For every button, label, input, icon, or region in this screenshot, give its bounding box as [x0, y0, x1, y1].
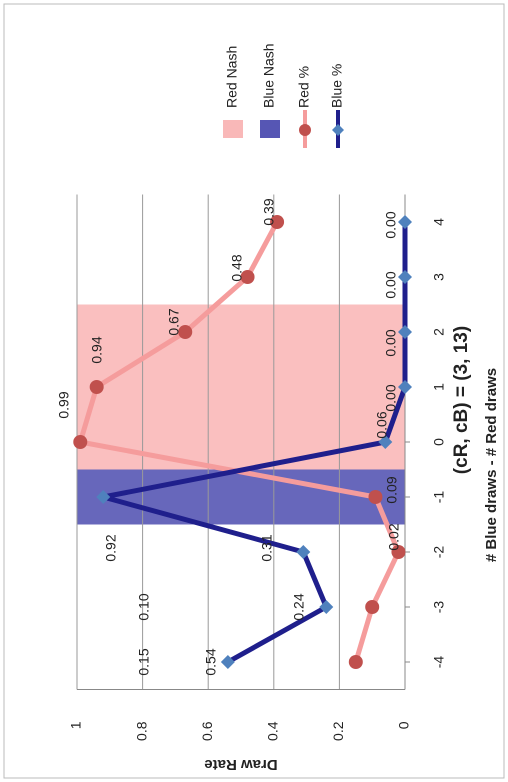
chart-body: (cR, cB) = (3, 13) # Blue draws - # Red … — [56, 43, 500, 773]
value-label: 0.00 — [383, 271, 399, 298]
y-tick-label: 0.8 — [133, 721, 149, 741]
nash-band — [77, 304, 405, 360]
legend-label: Blue % — [329, 64, 345, 108]
point-marker — [391, 545, 406, 559]
point-marker — [378, 435, 393, 449]
point-marker — [368, 490, 383, 504]
value-label: 0.15 — [136, 648, 152, 675]
point-marker — [296, 545, 311, 559]
y-tick-label: 0 — [396, 721, 412, 729]
point-marker — [398, 215, 412, 229]
value-label: 0.00 — [383, 384, 399, 411]
x-tick-label: -3 — [431, 601, 447, 614]
legend-marker — [299, 124, 311, 136]
value-label: 0.24 — [291, 593, 307, 620]
value-label: 0.09 — [384, 476, 400, 503]
point-marker — [398, 380, 412, 394]
point-marker — [89, 380, 104, 394]
x-tick-label: 1 — [431, 383, 447, 391]
value-label: 0.48 — [229, 254, 245, 281]
legend-label: Blue Nash — [261, 43, 277, 108]
value-label: 0.99 — [56, 391, 72, 418]
x-tick-label: -2 — [431, 546, 447, 559]
nash-band — [77, 414, 405, 470]
point-marker — [220, 655, 235, 669]
legend-swatch — [260, 120, 280, 138]
x-tick-label: 2 — [431, 328, 447, 336]
y-axis-title: Draw Rate — [204, 756, 277, 773]
value-label: 0.39 — [261, 198, 277, 225]
value-label: 0.31 — [259, 534, 275, 561]
y-tick-label: 0.2 — [330, 721, 346, 741]
nash-band — [77, 469, 405, 525]
value-label: 0.00 — [383, 211, 399, 238]
x-tick-label: 0 — [431, 438, 447, 446]
point-marker — [240, 270, 255, 284]
point-marker — [270, 215, 285, 229]
point-marker — [178, 325, 193, 339]
point-marker — [73, 435, 88, 449]
value-label: 0.67 — [166, 308, 182, 335]
point-marker — [348, 655, 363, 669]
x-tick-label: 4 — [431, 218, 447, 226]
nash-band — [77, 359, 405, 415]
point-marker — [398, 270, 412, 284]
legend-swatch — [223, 120, 243, 138]
value-label: 0.54 — [203, 648, 219, 675]
legend-label: Red % — [296, 66, 312, 108]
chart-title: (cR, cB) = (3, 13) — [451, 326, 472, 474]
x-tick-label: -1 — [431, 491, 447, 504]
point-marker — [398, 325, 412, 339]
legend-marker — [332, 124, 344, 136]
value-label: 0.06 — [374, 411, 390, 438]
point-marker — [96, 490, 111, 504]
value-label: 0.94 — [89, 336, 105, 363]
value-label: 0.10 — [136, 593, 152, 620]
x-axis-title: # Blue draws - # Red draws — [483, 368, 500, 562]
value-label: 0.00 — [383, 329, 399, 356]
y-tick-label: 0.4 — [265, 721, 281, 741]
x-tick-label: 3 — [431, 273, 447, 281]
y-tick-label: 0.6 — [199, 721, 215, 741]
chart-frame — [3, 3, 505, 779]
point-marker — [319, 600, 334, 614]
y-tick-label: 1 — [68, 721, 84, 729]
value-label: 0.02 — [386, 523, 402, 550]
x-tick-label: -4 — [431, 656, 447, 669]
value-label: 0.92 — [103, 534, 119, 561]
legend-label: Red Nash — [224, 46, 240, 108]
point-marker — [365, 600, 380, 614]
